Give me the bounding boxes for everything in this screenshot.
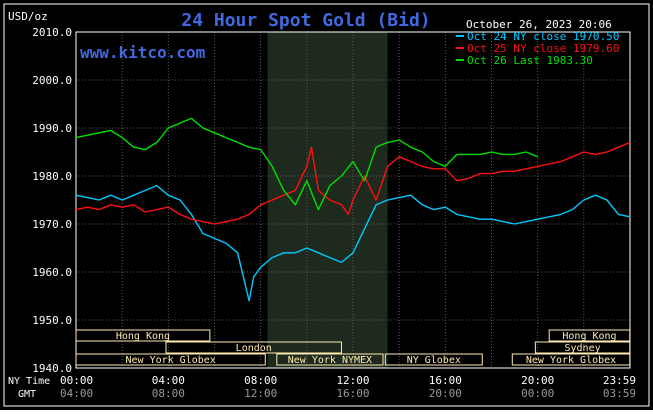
session-bar <box>276 353 384 366</box>
shaded-session-region <box>267 32 388 368</box>
y-tick-label: 1980.0 <box>32 170 72 183</box>
session-label: Sydney <box>565 343 601 354</box>
ny-time-row-label: NY Time <box>8 376 50 387</box>
chart-title: 24 Hour Spot Gold (Bid) <box>181 10 430 31</box>
session-bar <box>511 353 631 366</box>
x-tick-label-ny: 12:00 <box>336 374 369 387</box>
session-bar <box>75 329 211 342</box>
session-bar <box>75 353 266 366</box>
y-tick-label: 2010.0 <box>32 26 72 39</box>
session-bar <box>548 329 631 342</box>
outer-frame <box>3 3 650 407</box>
y-tick-label: 1950.0 <box>32 314 72 327</box>
x-tick-label-gmt: 08:00 <box>152 387 185 400</box>
session-label: New York NYMEX <box>288 355 372 366</box>
x-tick-label-gmt: 16:00 <box>336 387 369 400</box>
session-label: New York Globex <box>526 355 616 366</box>
gmt-row-label: GMT <box>18 389 36 400</box>
y-axis-unit-label: USD/oz <box>8 10 48 23</box>
session-label: Hong Kong <box>116 331 170 342</box>
session-bar <box>534 341 631 354</box>
x-tick-label-gmt: 03:59 <box>603 387 636 400</box>
session-label: Hong Kong <box>562 331 616 342</box>
session-bar <box>384 353 483 366</box>
x-tick-label-gmt: 20:00 <box>429 387 462 400</box>
x-tick-label-ny: 23:59 <box>603 374 636 387</box>
x-tick-label-gmt: 12:00 <box>244 387 277 400</box>
legend-label: Oct 26 Last 1983.30 <box>467 54 593 67</box>
x-tick-label-gmt: 04:00 <box>60 387 93 400</box>
timestamp: October 26, 2023 20:06 <box>466 18 612 31</box>
legend-label: Oct 25 NY close 1979.60 <box>467 42 619 55</box>
x-tick-label-ny: 08:00 <box>244 374 277 387</box>
series-line <box>75 184 631 302</box>
session-label: London <box>236 343 272 354</box>
x-tick-label-ny: 00:00 <box>60 374 93 387</box>
session-label: NY Globex <box>407 355 461 366</box>
series-line <box>75 141 631 225</box>
y-tick-label: 1970.0 <box>32 218 72 231</box>
series-line <box>75 117 538 211</box>
legend-label: Oct 24 NY close 1970.50 <box>467 30 619 43</box>
y-tick-label: 1940.0 <box>32 362 72 375</box>
session-bar <box>165 341 342 354</box>
plot-frame <box>75 31 631 369</box>
x-tick-label-gmt: 00:00 <box>521 387 554 400</box>
watermark-url: www.kitco.com <box>80 43 206 62</box>
y-tick-label: 2000.0 <box>32 74 72 87</box>
y-tick-label: 1960.0 <box>32 266 72 279</box>
y-tick-label: 1990.0 <box>32 122 72 135</box>
x-tick-label-ny: 16:00 <box>429 374 462 387</box>
x-tick-label-ny: 20:00 <box>521 374 554 387</box>
session-label: New York Globex <box>125 355 215 366</box>
x-tick-label-ny: 04:00 <box>152 374 185 387</box>
